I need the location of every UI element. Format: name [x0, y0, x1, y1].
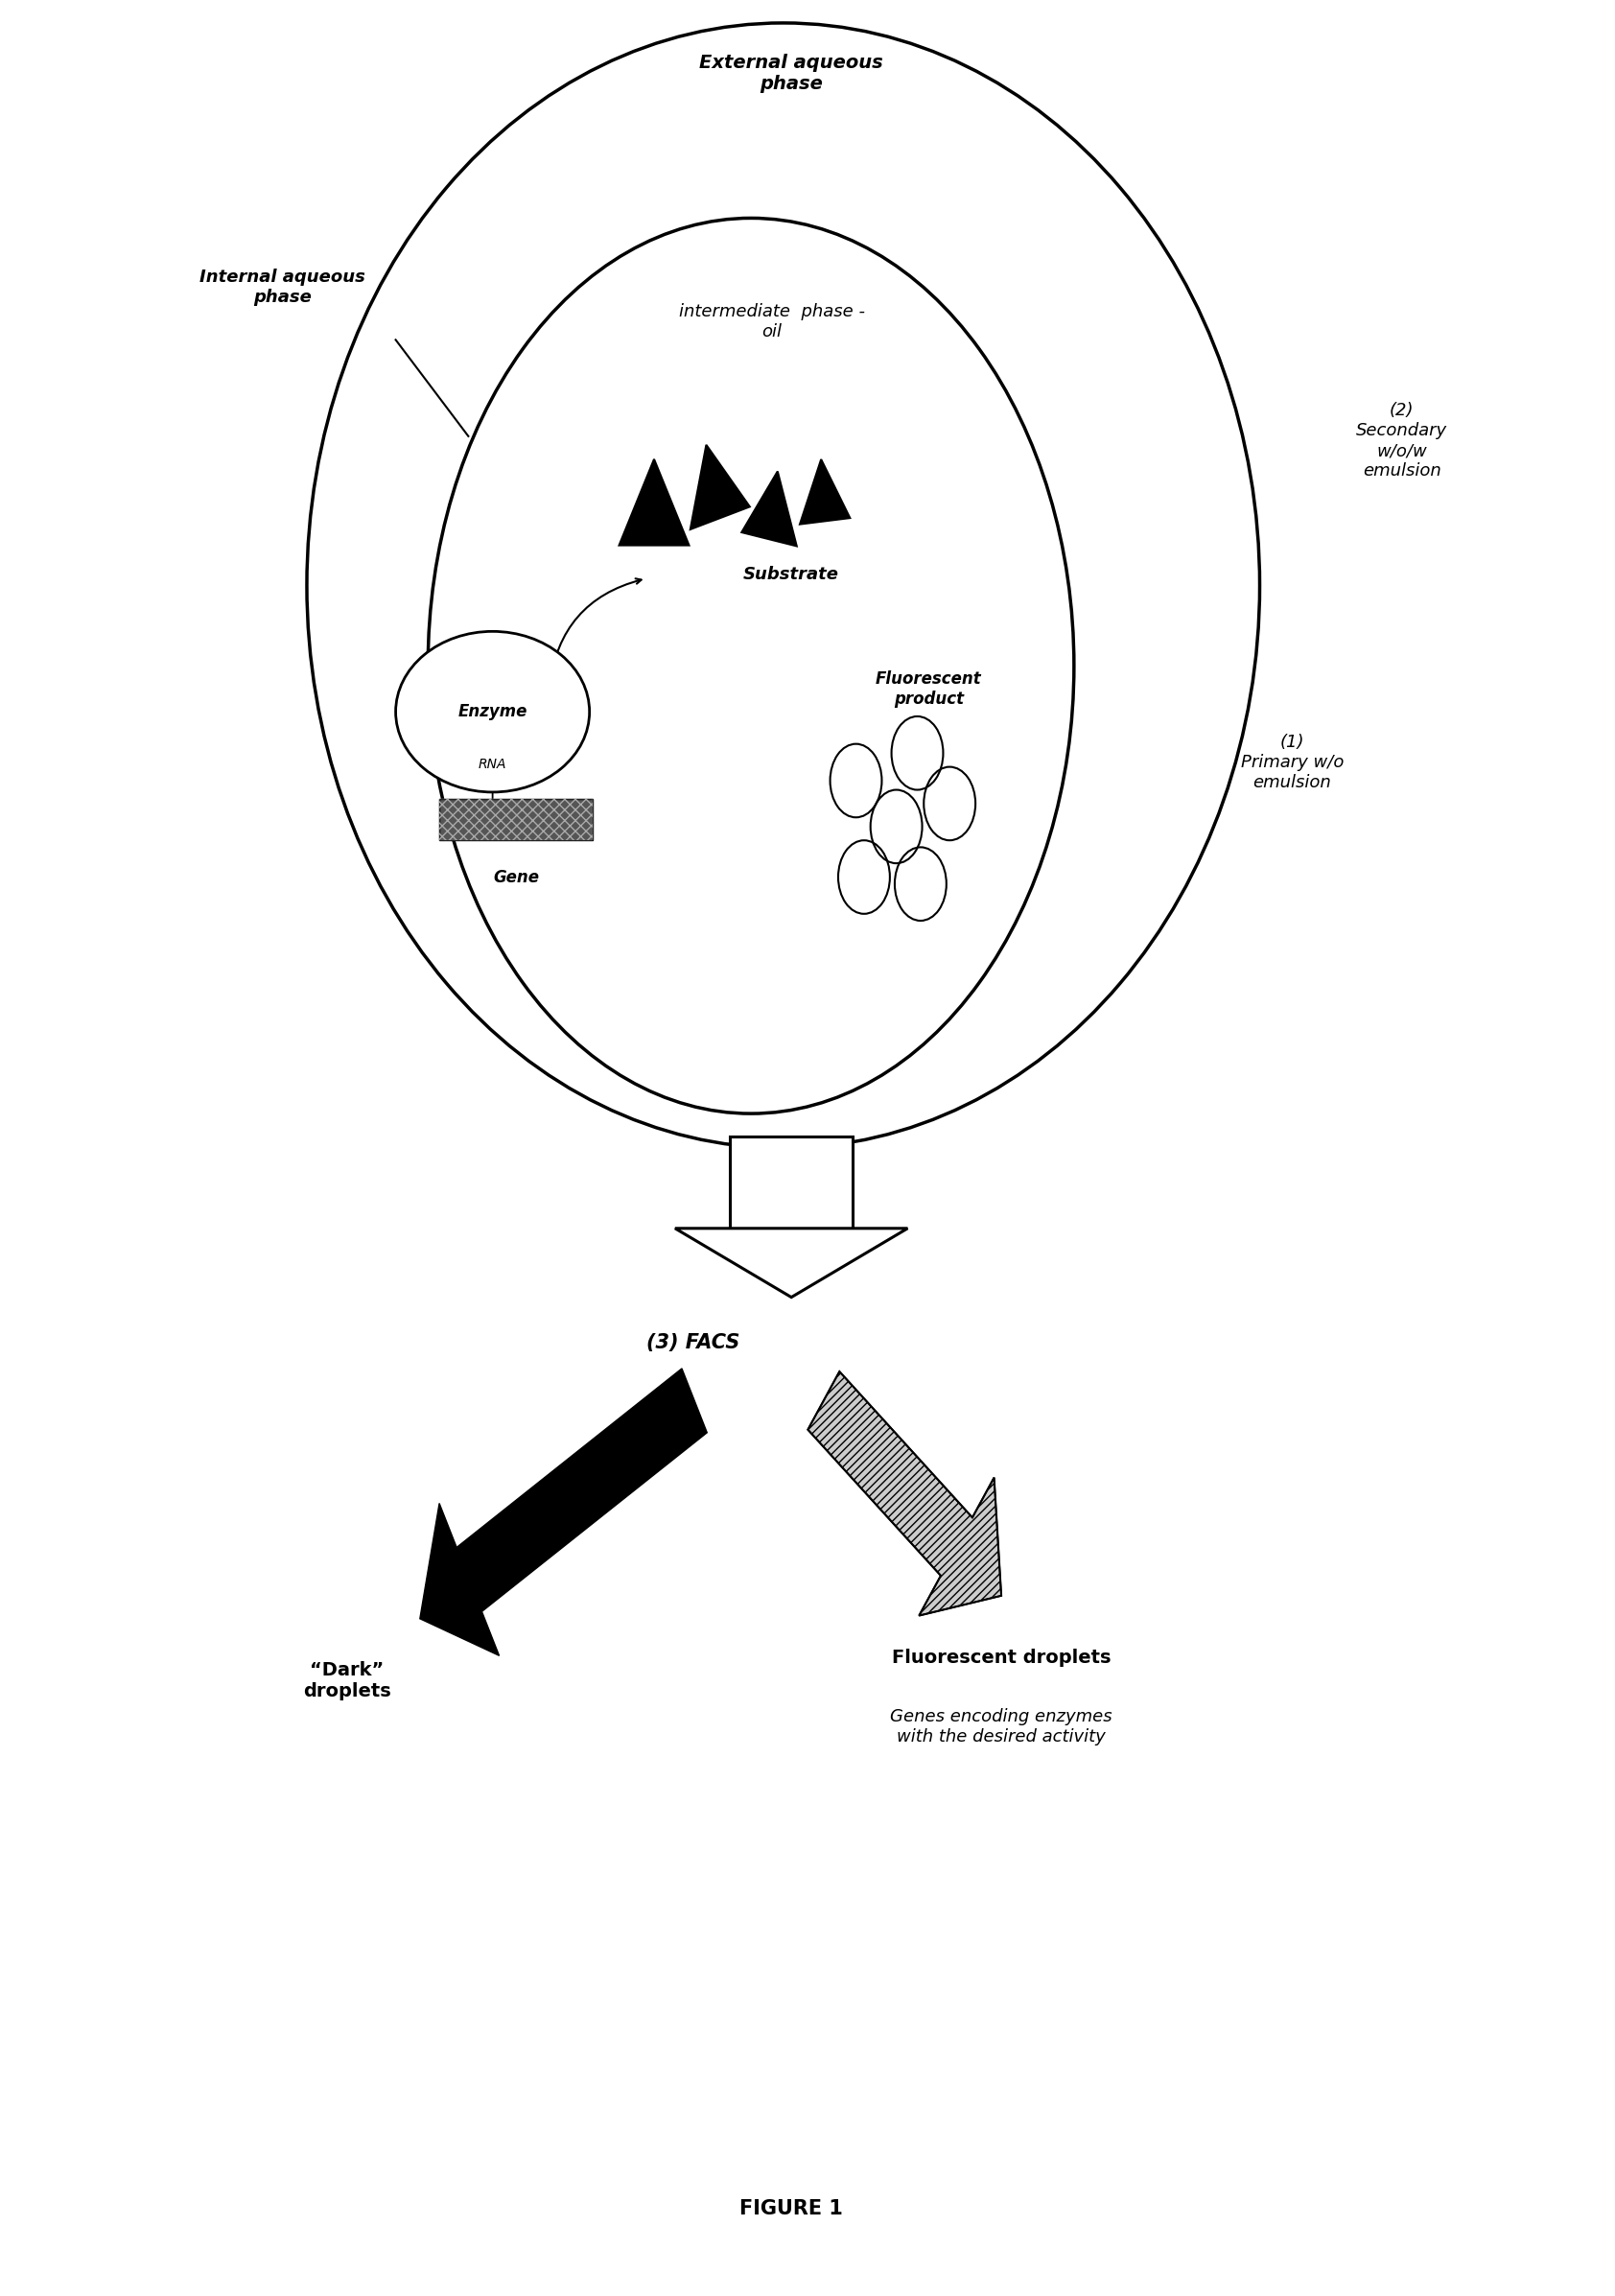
Bar	[439, 799, 593, 840]
Text: Substrate: Substrate	[743, 565, 840, 583]
Bar	[730, 1137, 853, 1228]
Text: Internal aqueous
phase: Internal aqueous phase	[200, 269, 365, 305]
Polygon shape	[675, 1228, 908, 1297]
Ellipse shape	[396, 631, 589, 792]
Text: Fluorescent droplets: Fluorescent droplets	[891, 1649, 1111, 1667]
Text: Genes encoding enzymes
with the desired activity: Genes encoding enzymes with the desired …	[890, 1708, 1113, 1745]
Text: Gene: Gene	[493, 868, 539, 886]
Polygon shape	[808, 1371, 1001, 1616]
Text: RNA: RNA	[478, 758, 507, 771]
Text: (3) FACS: (3) FACS	[646, 1334, 740, 1352]
Text: Fluorescent
product: Fluorescent product	[875, 670, 982, 707]
Text: “Dark”
droplets: “Dark” droplets	[304, 1660, 391, 1701]
Text: (2)
Secondary
w/o/w
emulsion: (2) Secondary w/o/w emulsion	[1357, 402, 1447, 480]
Text: intermediate  phase -
oil: intermediate phase - oil	[678, 303, 866, 340]
Polygon shape	[741, 471, 796, 546]
Text: (1)
Primary w/o
emulsion: (1) Primary w/o emulsion	[1240, 735, 1344, 790]
Text: FIGURE 1: FIGURE 1	[740, 2200, 843, 2218]
Polygon shape	[619, 459, 690, 546]
Polygon shape	[799, 459, 849, 523]
Polygon shape	[690, 445, 749, 530]
Text: External aqueous
phase: External aqueous phase	[699, 53, 883, 94]
Bar	[439, 799, 593, 840]
Polygon shape	[420, 1368, 707, 1655]
Text: Enzyme: Enzyme	[459, 703, 526, 721]
